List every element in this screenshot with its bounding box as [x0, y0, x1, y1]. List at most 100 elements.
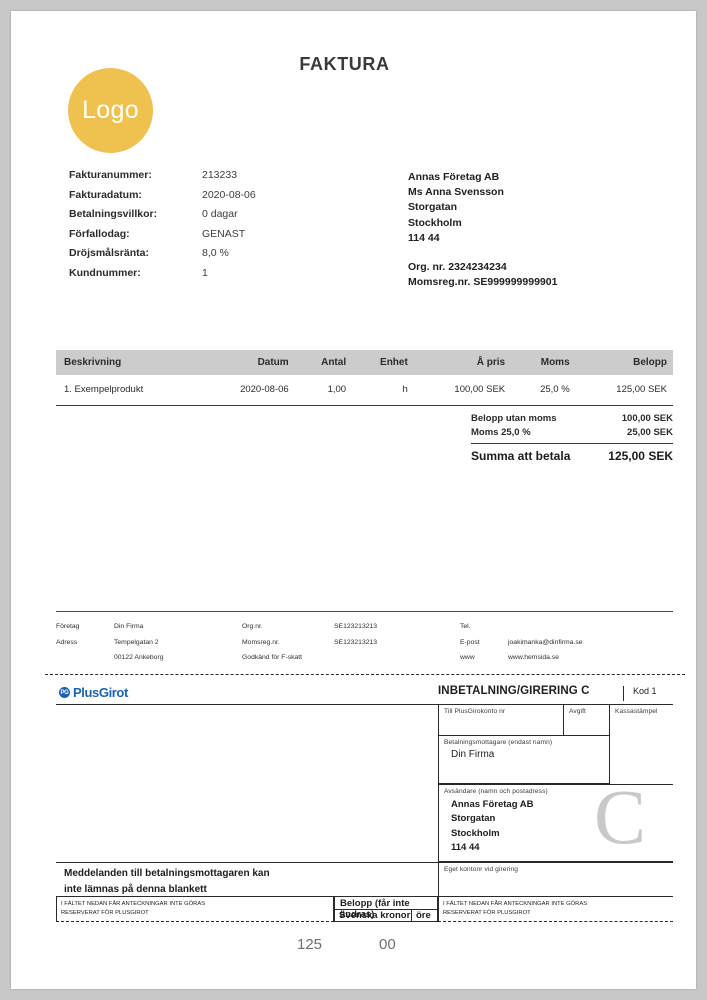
footer-address-label: Adress	[56, 638, 78, 646]
grand-total-label: Summa att betala	[471, 449, 571, 463]
footer-email-value: joakimanka@dinfirma.se	[508, 638, 583, 646]
footer-row: 00122 Ankeborg Godkänd för F-skatt www w…	[56, 650, 673, 666]
table-row: 1. Exempelprodukt 2020-08-06 1,00 h 100,…	[56, 375, 673, 406]
customer-name: Annas Företag AB	[408, 171, 500, 183]
meta-label: Kundnummer:	[69, 266, 141, 279]
column-header-quantity: Antal	[294, 350, 353, 375]
meta-row: Förfallodag: GENAST	[69, 228, 359, 240]
giro-account-label: Till PlusGirokonto nr	[444, 707, 506, 715]
meta-row: Fakturadatum: 2020-08-06	[69, 189, 359, 201]
total-vat-row: Moms 25,0 % 25,00 SEK	[471, 425, 673, 439]
customer-address-block: Annas Företag AB Ms Anna Svensson Storga…	[408, 170, 557, 290]
total-net-row: Belopp utan moms 100,00 SEK	[471, 411, 673, 425]
cell-quantity: 1,00	[294, 375, 353, 406]
plusgirot-wordmark: PlusGirot	[73, 685, 128, 700]
meta-value: GENAST	[202, 227, 246, 240]
meta-label: Fakturadatum:	[69, 188, 142, 201]
cell-date: 2020-08-06	[200, 375, 295, 406]
giro-fee-label: Avgift	[569, 707, 586, 715]
giro-amount-ore: 00	[379, 936, 396, 953]
total-net-label: Belopp utan moms	[471, 412, 557, 424]
cut-line	[45, 674, 685, 675]
giro-sender-field[interactable]: Avsändare (namn och postadress) Annas Fö…	[438, 784, 673, 862]
giro-reserved-right-line2: RESERVERAT FÖR PLUSGIROT	[443, 909, 531, 916]
footer-address-value2: 00122 Ankeborg	[114, 654, 164, 661]
footer-email-label: E-post	[460, 638, 480, 646]
column-header-unit: Enhet	[352, 350, 414, 375]
invoice-meta: Fakturanummer: 213233 Fakturadatum: 2020…	[69, 169, 359, 286]
customer-street: Storgatan	[408, 201, 458, 214]
footer-spacer	[56, 650, 114, 666]
giro-amount-title: Belopp (får inte ändras)	[340, 898, 410, 920]
meta-label: Dröjsmålsränta:	[69, 247, 149, 259]
cell-amount: 125,00 SEK	[575, 375, 673, 406]
meta-row: Betalningsvillkor: 0 dagar	[69, 208, 359, 220]
customer-vat-nr: Momsreg.nr. SE999999999901	[408, 276, 558, 289]
giro-currency-labels: Svenska kronor öre	[334, 910, 438, 921]
giro-own-account-field[interactable]: Eget kontonr vid girering	[438, 862, 673, 896]
customer-postcode: 114 44	[408, 231, 440, 244]
customer-city: Stockholm	[408, 216, 462, 229]
giro-sender-city: Stockholm	[451, 827, 500, 839]
footer-ftax-value	[334, 650, 460, 666]
giro-own-account-label: Eget kontonr vid girering	[444, 865, 518, 873]
meta-label: Förfallodag:	[69, 227, 130, 240]
footer-row: Adress Tempelgatan 2 Momsreg.nr. SE12321…	[56, 635, 673, 651]
column-header-unit-price: Å pris	[413, 350, 512, 375]
giro-sender-street: Storgatan	[451, 813, 496, 824]
meta-row: Fakturanummer: 213233	[69, 169, 359, 181]
giro-kod: Kod 1	[623, 686, 657, 701]
footer-ftax-label: Godkänd för F-skatt	[242, 654, 303, 661]
grand-total-row: Summa att betala 125,00 SEK	[471, 449, 673, 463]
giro-recipient-value: Din Firma	[451, 748, 495, 760]
invoice-sheet: FAKTURA Logo Fakturanummer: 213233 Faktu…	[11, 11, 696, 989]
footer-vat-label: Momsreg.nr.	[242, 638, 280, 646]
table-header: Beskrivning Datum Antal Enhet Å pris Mom…	[56, 350, 673, 375]
footer-vat-value: SE123213213	[334, 638, 378, 646]
footer-divider	[56, 611, 673, 612]
column-header-date: Datum	[200, 350, 295, 375]
giro-title: INBETALNING/GIRERING C	[438, 685, 590, 697]
meta-value: 0 dagar	[202, 208, 238, 220]
giro-ore-label: öre	[411, 910, 438, 921]
footer-company-label: Företag	[56, 623, 80, 630]
giro-account-field[interactable]: Till PlusGirokonto nr	[438, 704, 563, 736]
giro-kronor-label: Svenska kronor	[339, 910, 411, 921]
column-header-amount: Belopp	[575, 350, 673, 375]
total-net-value: 100,00 SEK	[621, 412, 673, 424]
footer-address-value: Tempelgatan 2	[114, 638, 159, 646]
giro-fee-field[interactable]: Avgift	[563, 704, 610, 736]
line-items-table: Beskrivning Datum Antal Enhet Å pris Mom…	[56, 350, 673, 406]
footer-company-info: Företag Din Firma Org.nr. SE123213213 Te…	[56, 619, 673, 666]
cell-description: 1. Exempelprodukt	[56, 375, 201, 406]
giro-reserved-right-line1: I FÄLTET NEDAN FÅR ANTECKNINGAR INTE GÖR…	[443, 901, 588, 907]
giro-stamp-field: Kassastämpel	[610, 704, 673, 784]
meta-value: 8,0 %	[202, 247, 229, 259]
total-vat-label: Moms 25,0 %	[471, 426, 531, 438]
meta-value: 2020-08-06	[202, 188, 256, 201]
giro-stamp-label: Kassastämpel	[615, 707, 658, 715]
giro-sender-name: Annas Företag AB	[451, 798, 534, 810]
footer-row: Företag Din Firma Org.nr. SE123213213 Te…	[56, 619, 673, 635]
totals-divider: Summa att betala 125,00 SEK	[471, 443, 673, 463]
giro-message-line1: Meddelanden till betalningsmottagaren ka…	[64, 868, 270, 879]
footer-tel-value	[508, 619, 668, 635]
giro-top-divider	[56, 704, 673, 705]
giro-recipient-field[interactable]: Betalningsmottagare (endast namn) Din Fi…	[438, 736, 610, 784]
giro-recipient-label: Betalningsmottagare (endast namn)	[444, 738, 553, 746]
footer-company-value: Din Firma	[114, 623, 144, 630]
logo-text: Logo	[82, 96, 139, 124]
pg-badge-icon: PG	[59, 687, 70, 698]
total-vat-value: 25,00 SEK	[627, 426, 673, 438]
meta-label: Betalningsvillkor:	[69, 208, 158, 220]
company-logo: Logo	[68, 68, 153, 153]
spacer	[408, 246, 557, 260]
customer-contact: Ms Anna Svensson	[408, 186, 504, 199]
column-header-vat: Moms	[511, 350, 576, 375]
giro-message-block: Meddelanden till betalningsmottagaren ka…	[56, 862, 438, 896]
totals-block: Belopp utan moms 100,00 SEK Moms 25,0 % …	[471, 411, 673, 463]
meta-value: 213233	[202, 169, 238, 181]
giro-sender-label: Avsändare (namn och postadress)	[444, 787, 548, 795]
giro-currency-row: Svenska kronor öre	[334, 909, 438, 922]
